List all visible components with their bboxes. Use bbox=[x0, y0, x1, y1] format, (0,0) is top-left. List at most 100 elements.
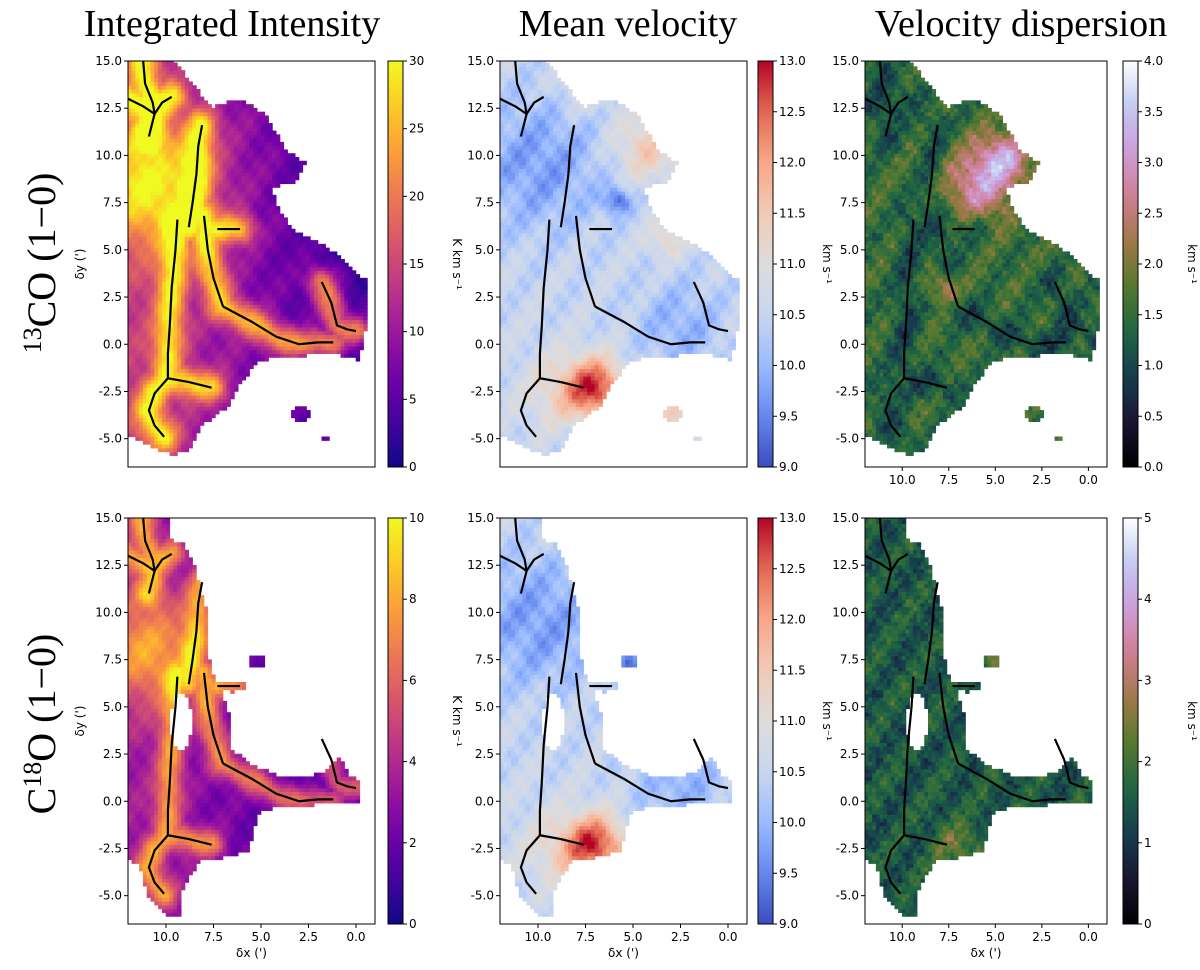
heatmap-cell bbox=[150, 376, 155, 381]
heatmap-cell bbox=[135, 281, 140, 287]
heatmap-cell bbox=[150, 198, 155, 203]
heatmap-cell bbox=[260, 194, 266, 200]
heatmap-cell bbox=[215, 274, 220, 279]
heatmap-cell bbox=[128, 66, 133, 71]
heatmap-cell bbox=[161, 126, 167, 132]
heatmap-cell bbox=[503, 413, 508, 419]
heatmap-cell bbox=[177, 421, 182, 426]
heatmap-cell bbox=[264, 175, 269, 181]
heatmap-cell bbox=[264, 164, 269, 169]
heatmap-cell bbox=[142, 243, 148, 249]
heatmap-cell bbox=[344, 262, 349, 268]
heatmap-cell bbox=[340, 285, 345, 290]
heatmap-cell bbox=[503, 232, 508, 237]
heatmap-cell bbox=[507, 417, 512, 422]
heatmap-cell bbox=[184, 274, 190, 279]
heatmap-cell bbox=[503, 311, 508, 317]
heatmap-cell bbox=[279, 213, 285, 219]
heatmap-cell bbox=[313, 349, 319, 354]
heatmap-cell bbox=[173, 451, 178, 456]
heatmap-cell bbox=[169, 85, 174, 90]
heatmap-cell bbox=[518, 160, 524, 166]
heatmap-cell bbox=[500, 183, 505, 188]
heatmap-cell bbox=[348, 266, 353, 271]
heatmap-cell bbox=[139, 255, 144, 260]
heatmap-cell bbox=[188, 338, 193, 343]
heatmap-cell bbox=[135, 357, 140, 362]
heatmap-cell bbox=[249, 126, 254, 132]
heatmap-cell bbox=[514, 228, 520, 234]
heatmap-cell bbox=[264, 243, 269, 249]
heatmap-cell bbox=[245, 126, 250, 132]
heatmap-cell bbox=[161, 168, 167, 173]
heatmap-cell bbox=[146, 172, 152, 177]
heatmap-cell bbox=[503, 285, 508, 290]
heatmap-cell bbox=[237, 251, 243, 256]
heatmap-cell bbox=[507, 360, 512, 366]
heatmap-cell bbox=[184, 447, 190, 453]
heatmap-cell bbox=[173, 376, 178, 381]
heatmap-cell bbox=[264, 300, 269, 305]
heatmap-cell bbox=[158, 77, 163, 83]
heatmap-cell bbox=[211, 376, 216, 381]
heatmap-cell bbox=[222, 123, 228, 128]
heatmap-cell bbox=[503, 190, 508, 196]
heatmap-cell bbox=[161, 421, 167, 426]
heatmap-cell bbox=[128, 266, 133, 271]
heatmap-cell bbox=[260, 183, 266, 188]
heatmap-cell bbox=[522, 300, 527, 305]
heatmap-cell bbox=[234, 115, 239, 120]
heatmap-cell bbox=[287, 300, 292, 305]
heatmap-cell bbox=[215, 345, 220, 351]
heatmap-cell bbox=[249, 175, 254, 181]
heatmap-cell bbox=[226, 206, 231, 211]
heatmap-cell bbox=[192, 153, 197, 158]
title-velocity-dispersion: Velocity dispersion bbox=[875, 3, 1167, 45]
heatmap-cell bbox=[226, 353, 231, 358]
heatmap-cell bbox=[514, 187, 520, 192]
heatmap-cell bbox=[180, 247, 186, 253]
heatmap-cell bbox=[169, 209, 174, 215]
heatmap-cell bbox=[188, 391, 193, 396]
heatmap-cell bbox=[500, 432, 505, 438]
heatmap-cell bbox=[177, 428, 182, 434]
heatmap-cell bbox=[161, 236, 167, 241]
heatmap-cell bbox=[135, 209, 140, 215]
heatmap-cell bbox=[272, 179, 277, 185]
heatmap-cell bbox=[507, 232, 512, 237]
heatmap-cell bbox=[199, 300, 205, 305]
heatmap-cell bbox=[294, 172, 300, 177]
heatmap-cell bbox=[150, 251, 155, 256]
heatmap-cell bbox=[503, 66, 508, 71]
heatmap-cell bbox=[135, 285, 140, 290]
heatmap-cell bbox=[253, 349, 258, 354]
heatmap-cell bbox=[131, 323, 136, 328]
heatmap-cell bbox=[192, 164, 197, 169]
heatmap-cell bbox=[207, 304, 212, 309]
heatmap-cell bbox=[522, 391, 527, 396]
heatmap-cell bbox=[332, 255, 338, 260]
heatmap-cell bbox=[158, 190, 163, 196]
heatmap-cell bbox=[503, 160, 508, 166]
heatmap-cell bbox=[154, 187, 159, 192]
heatmap-cell bbox=[207, 134, 212, 139]
heatmap-cell bbox=[165, 209, 171, 215]
heatmap-cell bbox=[139, 266, 144, 271]
heatmap-cell bbox=[215, 262, 220, 268]
heatmap-cell bbox=[196, 304, 201, 309]
heatmap-cell bbox=[526, 315, 531, 321]
heatmap-cell bbox=[135, 202, 140, 207]
heatmap-cell bbox=[222, 274, 228, 279]
heatmap-cell bbox=[146, 383, 152, 388]
heatmap-cell bbox=[142, 130, 148, 135]
heatmap-cell bbox=[503, 342, 508, 347]
heatmap-cell bbox=[192, 262, 197, 268]
heatmap-cell bbox=[340, 338, 345, 343]
heatmap-cell bbox=[128, 243, 133, 249]
heatmap-cell bbox=[169, 428, 174, 434]
heatmap-cell bbox=[234, 141, 239, 147]
heatmap-cell bbox=[150, 281, 155, 287]
heatmap-cell bbox=[196, 425, 201, 430]
heatmap-cell bbox=[128, 421, 133, 426]
heatmap-cell bbox=[196, 266, 201, 271]
